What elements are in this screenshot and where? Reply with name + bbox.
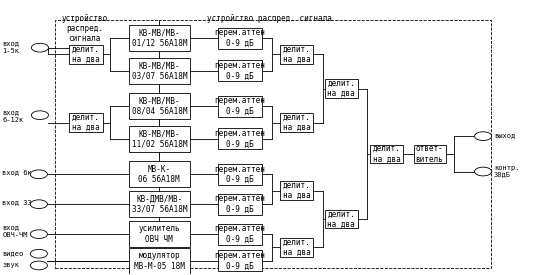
FancyBboxPatch shape xyxy=(68,113,103,132)
FancyBboxPatch shape xyxy=(129,25,190,51)
Text: перем.аттен
0-9 дБ: перем.аттен 0-9 дБ xyxy=(214,224,265,244)
FancyBboxPatch shape xyxy=(324,79,358,98)
Text: контр.
30дБ: контр. 30дБ xyxy=(494,165,519,178)
Text: перем.аттен
0-9 дБ: перем.аттен 0-9 дБ xyxy=(214,129,265,149)
FancyBboxPatch shape xyxy=(217,194,261,215)
Text: вход 6к: вход 6к xyxy=(3,170,32,177)
FancyBboxPatch shape xyxy=(414,145,445,163)
Text: КВ-ДМВ/МВ-
33/07 56А18М: КВ-ДМВ/МВ- 33/07 56А18М xyxy=(131,194,187,214)
Circle shape xyxy=(30,249,47,258)
Circle shape xyxy=(31,111,48,120)
Text: делит.
на два: делит. на два xyxy=(328,79,355,98)
FancyBboxPatch shape xyxy=(68,45,103,64)
FancyBboxPatch shape xyxy=(129,248,190,274)
Circle shape xyxy=(31,43,48,52)
FancyBboxPatch shape xyxy=(217,250,261,271)
FancyBboxPatch shape xyxy=(217,164,261,185)
Text: вход 33к: вход 33к xyxy=(3,200,37,206)
Text: вход
1-5к: вход 1-5к xyxy=(3,41,19,54)
Text: делит.
на два: делит. на два xyxy=(328,210,355,229)
Text: делит.
на два: делит. на два xyxy=(283,181,311,200)
FancyBboxPatch shape xyxy=(280,181,314,200)
Text: делит.
на два: делит. на два xyxy=(283,45,311,64)
Text: делит.
на два: делит. на два xyxy=(72,45,100,64)
FancyBboxPatch shape xyxy=(280,113,314,132)
FancyBboxPatch shape xyxy=(217,60,261,81)
Text: делит.
на два: делит. на два xyxy=(72,113,100,132)
Text: усилитель
ОВЧ ЧМ: усилитель ОВЧ ЧМ xyxy=(138,224,180,244)
Circle shape xyxy=(475,167,492,176)
FancyBboxPatch shape xyxy=(217,224,261,245)
FancyBboxPatch shape xyxy=(280,238,314,257)
Text: вход
ОВЧ-ЧМ: вход ОВЧ-ЧМ xyxy=(3,225,28,238)
Circle shape xyxy=(30,170,47,178)
Text: перем.аттен
0-9 дБ: перем.аттен 0-9 дБ xyxy=(214,61,265,81)
Text: перем.аттен
0-9 дБ: перем.аттен 0-9 дБ xyxy=(214,194,265,214)
Text: модулятор
МВ-М-05 18М: модулятор МВ-М-05 18М xyxy=(134,251,185,271)
Circle shape xyxy=(475,132,492,141)
FancyBboxPatch shape xyxy=(217,128,261,150)
FancyBboxPatch shape xyxy=(217,96,261,117)
Text: делит.
на два: делит. на два xyxy=(283,238,311,257)
FancyBboxPatch shape xyxy=(129,58,190,84)
FancyBboxPatch shape xyxy=(217,28,261,49)
Text: выход: выход xyxy=(494,133,515,139)
FancyBboxPatch shape xyxy=(280,45,314,64)
Text: перем.аттен
0-9 дБ: перем.аттен 0-9 дБ xyxy=(214,28,265,48)
Text: КВ-МВ/МВ-
03/07 56А18М: КВ-МВ/МВ- 03/07 56А18М xyxy=(131,61,187,81)
FancyBboxPatch shape xyxy=(370,145,404,163)
FancyBboxPatch shape xyxy=(324,210,358,229)
Text: видео: видео xyxy=(3,251,24,257)
Text: звук: звук xyxy=(3,262,19,268)
Text: делит.
на два: делит. на два xyxy=(373,144,401,164)
Circle shape xyxy=(30,230,47,238)
FancyBboxPatch shape xyxy=(129,126,190,152)
Text: перем.аттен
0-9 дБ: перем.аттен 0-9 дБ xyxy=(214,164,265,184)
Text: КВ-МВ/МВ-
11/02 56А18М: КВ-МВ/МВ- 11/02 56А18М xyxy=(131,129,187,149)
FancyBboxPatch shape xyxy=(129,221,190,247)
Text: устройство распред. сигнала: устройство распред. сигнала xyxy=(207,14,331,23)
Text: МВ-К-
06 56А18М: МВ-К- 06 56А18М xyxy=(138,164,180,184)
Text: КВ-МВ/МВ-
01/12 56А18М: КВ-МВ/МВ- 01/12 56А18М xyxy=(131,28,187,48)
Text: устройство
распред.
сигнала: устройство распред. сигнала xyxy=(61,14,108,43)
Circle shape xyxy=(30,200,47,208)
FancyBboxPatch shape xyxy=(129,93,190,119)
FancyBboxPatch shape xyxy=(129,191,190,217)
Text: КВ-МВ/МВ-
08/04 56А18М: КВ-МВ/МВ- 08/04 56А18М xyxy=(131,97,187,116)
Circle shape xyxy=(30,261,47,270)
Text: вход
6-12к: вход 6-12к xyxy=(3,110,24,123)
Text: перем.аттен
0-9 дБ: перем.аттен 0-9 дБ xyxy=(214,97,265,116)
Text: ответ-
витель: ответ- витель xyxy=(416,144,443,164)
Text: делит.
на два: делит. на два xyxy=(283,113,311,132)
FancyBboxPatch shape xyxy=(129,161,190,187)
Text: перем.аттен
0-9 дБ: перем.аттен 0-9 дБ xyxy=(214,251,265,271)
